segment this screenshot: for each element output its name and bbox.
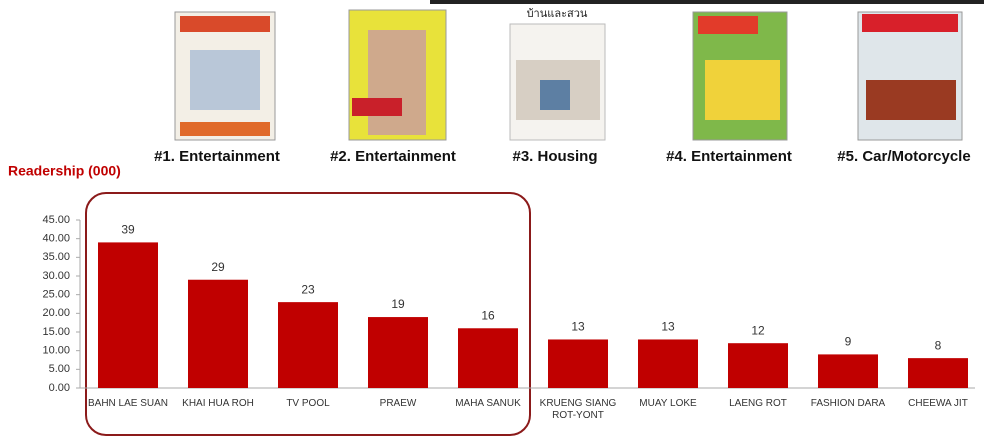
chart-title: Readership (000) [8,163,121,179]
cover [348,9,447,141]
cover [509,23,606,141]
bar [908,358,968,388]
data-label: 23 [301,282,315,296]
data-label: 8 [935,338,942,352]
y-tick-label: 30.00 [42,270,70,282]
highlight-box [85,192,531,436]
cover-label: #1. Entertainment [154,148,280,165]
y-tick-label: 15.00 [42,326,70,338]
cover-label: #4. Entertainment [666,148,792,165]
cover [857,11,963,141]
cover-caption: บ้านและสวน [527,8,588,20]
y-tick-label: 35.00 [42,251,70,263]
x-tick-label: MUAY LOKE [639,398,697,409]
y-tick-label: 0.00 [49,382,70,394]
cover-label: #5. Car/Motorcycle [837,148,970,165]
x-tick-label: FASHION DARA [810,398,886,409]
x-tick-label: PRAEW [379,398,417,409]
y-tick-label: 45.00 [42,214,70,226]
x-tick-label: LAENG ROT [729,398,787,409]
y-tick-label: 20.00 [42,307,70,319]
data-label: 39 [121,223,135,237]
cover [692,11,788,141]
bar [188,279,248,388]
y-tick-label: 5.00 [49,363,70,375]
data-label: 12 [751,323,765,337]
bar [98,242,158,388]
cover-label: #2. Entertainment [330,148,456,165]
x-tick-label: MAHA SANUK [455,398,521,409]
bar [818,354,878,388]
top-bar [430,0,984,4]
data-label: 13 [571,320,585,334]
bar [638,339,698,388]
bar [728,343,788,388]
data-label: 29 [211,260,225,274]
y-tick-label: 40.00 [42,233,70,245]
data-label: 16 [481,308,495,322]
y-tick-label: 10.00 [42,345,70,357]
x-tick-label: CHEEWA JIT [908,398,968,409]
data-label: 9 [845,335,852,349]
bar [458,328,518,388]
cover [174,11,276,141]
cover-label: #3. Housing [512,148,597,165]
bar [278,302,338,388]
x-tick-label: KRUENG SIANG ROT-YONT [539,398,617,421]
data-label: 13 [661,320,675,334]
bar [368,317,428,388]
data-label: 19 [391,297,405,311]
x-tick-label: TV POOL [286,398,330,409]
x-tick-label: KHAI HUA ROH [182,398,254,409]
x-tick-label: BAHN LAE SUAN [87,398,169,409]
y-tick-label: 25.00 [42,289,70,301]
bar [548,339,608,388]
